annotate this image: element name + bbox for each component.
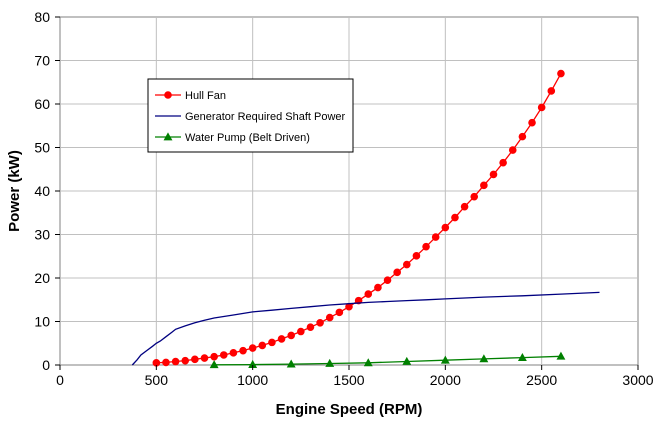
data-point [209,360,219,369]
data-point [248,344,257,352]
data-point [518,132,527,141]
legend-label: Generator Required Shaft Power [185,111,346,123]
x-axis-ticks: 0 500 1000 1500 2000 2500 3000 [56,365,654,388]
data-point [171,357,180,366]
data-point [402,356,412,365]
x-tick-label: 2000 [430,372,461,388]
x-tick-label: 3000 [622,372,653,388]
legend-marker [164,91,172,99]
data-point [528,118,536,127]
series-line [131,291,600,366]
data-point [557,69,565,78]
data-point [325,313,334,322]
y-tick-label: 40 [34,183,50,199]
data-point [412,252,421,260]
y-tick-label: 20 [34,270,50,286]
data-point [383,276,392,284]
series-generator-required-shaft-power [131,291,600,366]
data-point [508,146,517,154]
legend-item: Generator Required Shaft Power [155,111,346,123]
data-point [470,192,479,201]
legend-item: Hull Fan [155,90,226,102]
data-point [219,351,228,359]
x-tick-label: 1000 [237,372,268,388]
data-point [393,268,401,277]
data-point [489,170,498,179]
data-point [499,158,507,167]
data-point [547,87,556,95]
y-tick-label: 70 [34,53,50,69]
y-tick-label: 60 [34,96,50,112]
data-point [286,359,296,368]
series-water-pump-belt-driven [209,351,566,369]
y-tick-label: 80 [34,9,50,25]
data-point [480,181,488,190]
y-tick-label: 0 [42,357,50,373]
data-point [297,327,305,336]
data-point [306,323,315,331]
data-point [363,358,373,367]
legend: Hull Fan Generator Required Shaft Power Wa… [147,78,354,153]
legend-label: Hull Fan [185,90,226,102]
data-point [431,233,440,241]
legend-box [147,78,354,153]
data-point [335,308,344,317]
legend-label: Water Pump (Belt Driven) [185,132,310,144]
data-point [239,346,247,355]
data-point [162,358,170,367]
data-point [200,354,209,362]
data-point [479,354,489,363]
data-point [440,355,450,364]
series-hull-fan [152,69,565,367]
data-point [191,355,199,364]
y-tick-label: 10 [34,314,50,330]
x-tick-label: 500 [145,372,169,388]
data-point [403,260,411,269]
x-tick-label: 0 [56,372,64,388]
data-point [258,341,267,350]
data-point [277,335,286,343]
series-line [214,355,561,366]
data-point [316,319,324,327]
data-point [451,213,459,222]
data-point [287,331,296,340]
data-point [374,283,382,292]
data-point [556,351,566,360]
y-tick-label: 50 [34,140,50,156]
y-tick-label: 30 [34,227,50,243]
data-point [537,103,546,112]
x-tick-label: 2500 [526,372,557,388]
legend-item: Water Pump (Belt Driven) [155,132,310,144]
data-point [364,290,373,298]
data-point [210,352,218,361]
x-axis-title: Engine Speed (RPM) [276,401,423,418]
data-point [325,358,335,367]
data-point [441,223,450,232]
y-axis-ticks: 0 10 20 30 40 50 60 70 80 [34,9,60,373]
y-axis-title: Power (kW) [6,150,23,232]
data-point [422,242,430,251]
x-tick-label: 1500 [333,372,364,388]
data-point [517,352,527,361]
data-point [268,338,276,347]
data-point [181,356,190,365]
data-point [229,349,238,357]
legend-marker [163,132,173,141]
series-layer [131,69,600,369]
data-point [354,296,363,305]
data-point [460,202,469,211]
